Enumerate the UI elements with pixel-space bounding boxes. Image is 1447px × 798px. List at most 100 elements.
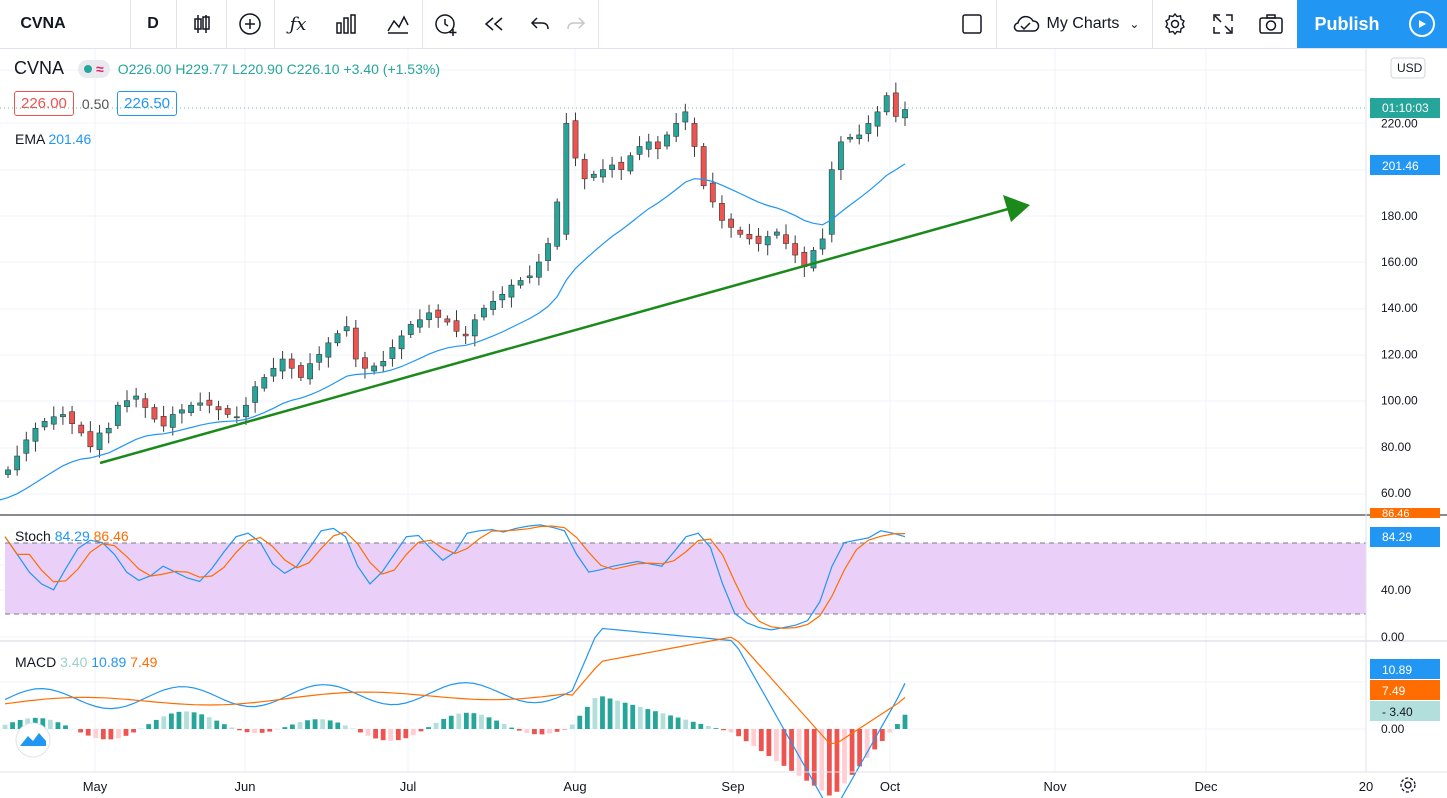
my-charts-menu[interactable]: My Charts ⌄ <box>1000 0 1150 48</box>
indicators-fx-icon[interactable]: ƒx <box>289 13 307 35</box>
candle <box>160 416 167 427</box>
stoch-k-tag-label: 84.29 <box>1382 530 1412 544</box>
candle <box>197 402 204 406</box>
toolbar-divider <box>996 0 997 48</box>
macd-histogram-bar <box>592 698 598 729</box>
my-charts-label: My Charts <box>1046 15 1120 32</box>
candle <box>499 294 506 301</box>
candle <box>865 123 872 134</box>
ema-legend[interactable]: EMA 201.46 <box>15 131 91 147</box>
undo-icon[interactable] <box>522 0 558 48</box>
macd-histogram-bar <box>146 724 152 729</box>
stoch-legend[interactable]: Stoch 84.29 86.46 <box>15 528 129 544</box>
macd-histogram-bar <box>10 722 15 729</box>
candle <box>874 111 881 127</box>
candle <box>416 319 423 328</box>
interval-button[interactable]: D <box>147 15 159 32</box>
bid-box[interactable]: 226.00 <box>14 91 74 116</box>
stoch-d-value: 86.46 <box>93 528 129 544</box>
candle <box>362 357 368 369</box>
camera-icon[interactable] <box>1253 0 1289 48</box>
macd-histogram-bar <box>244 729 250 733</box>
candle <box>636 146 643 155</box>
macd-histogram-bar <box>902 714 908 729</box>
macd-histogram-bar <box>229 727 235 729</box>
high-value: H229.77 <box>175 60 229 77</box>
signal-line <box>4 636 906 745</box>
macd-histogram-bar <box>887 729 893 733</box>
time-axis-label: Nov <box>1043 779 1067 794</box>
macd-histogram-bar <box>252 729 257 734</box>
macd-histogram-bar <box>713 728 719 729</box>
publish-button[interactable]: Publish <box>1297 0 1397 48</box>
candle <box>297 365 304 378</box>
symbol-search-button[interactable]: CVNA <box>20 15 66 32</box>
legend-symbol[interactable]: CVNA <box>14 58 65 78</box>
candle <box>288 358 295 369</box>
ema-name: EMA <box>15 131 45 147</box>
market-status-pill[interactable]: ≈ <box>78 59 110 78</box>
candle <box>206 399 213 406</box>
templates-icon[interactable] <box>380 0 416 48</box>
macd-legend[interactable]: MACD 3.40 10.89 7.49 <box>15 654 157 670</box>
macd-histogram-bar <box>259 729 265 733</box>
select-layout-icon[interactable] <box>954 0 990 48</box>
toolbar-divider <box>176 0 177 48</box>
scale-settings-gear-icon[interactable] <box>1400 777 1416 793</box>
trend-line[interactable] <box>99 207 1009 465</box>
candle <box>471 319 478 337</box>
price-scale-label: 160.00 <box>1381 255 1418 269</box>
compare-add-icon[interactable] <box>232 0 268 48</box>
candle <box>590 173 597 178</box>
macd-histogram-bar <box>796 729 802 776</box>
play-icon[interactable] <box>1397 0 1447 48</box>
candle <box>755 235 762 244</box>
candle <box>819 238 826 250</box>
toolbar-divider <box>274 0 275 48</box>
macd-histogram-bar <box>675 717 681 729</box>
chevron-down-icon: ⌄ <box>1129 17 1140 31</box>
candle <box>526 275 533 279</box>
candle <box>243 404 249 418</box>
chart-type-icon[interactable] <box>184 0 220 48</box>
bid-ask: 226.00 0.50 226.50 <box>14 91 178 116</box>
candle <box>252 386 259 403</box>
candle <box>490 300 497 310</box>
countdown-tag <box>1370 98 1440 118</box>
bar-chart-icon[interactable] <box>328 0 364 48</box>
candle <box>325 342 332 358</box>
macd-histogram-bar <box>826 729 832 796</box>
candle <box>700 146 707 187</box>
candle <box>728 218 734 228</box>
tradingview-logo[interactable] <box>15 722 51 758</box>
gear-icon[interactable] <box>1157 0 1193 48</box>
fullscreen-icon[interactable] <box>1205 0 1241 48</box>
candle <box>673 123 680 137</box>
macd-histogram-bar <box>622 702 628 729</box>
macd-histogram-bar <box>85 729 91 736</box>
stoch-d-tag-label: 86.46 <box>1382 508 1410 520</box>
macd-histogram-bar <box>630 704 636 729</box>
macd-histogram-bar <box>509 727 515 729</box>
macd-histogram-bar <box>184 711 189 729</box>
alert-clock-icon[interactable] <box>428 0 464 48</box>
replay-icon[interactable] <box>476 0 512 48</box>
candle <box>179 409 185 414</box>
macd-histogram-bar <box>539 729 545 735</box>
macd-histogram-bar <box>463 712 469 729</box>
macd-histogram-bar <box>736 729 742 737</box>
macd-histogram-bar <box>653 711 658 729</box>
macd-histogram-bar <box>17 719 23 729</box>
ask-box[interactable]: 226.50 <box>117 91 178 116</box>
redo-icon[interactable] <box>558 0 594 48</box>
macd-histogram-bar <box>577 715 583 729</box>
candle <box>69 411 75 424</box>
macd-histogram-bar <box>819 729 825 791</box>
macd-histogram-bar <box>358 729 363 733</box>
ema-tag-label: 201.46 <box>1382 159 1419 173</box>
currency-badge[interactable] <box>1390 57 1426 79</box>
candle <box>87 431 94 448</box>
stoch-name: Stoch <box>15 528 51 544</box>
candle <box>224 408 231 415</box>
